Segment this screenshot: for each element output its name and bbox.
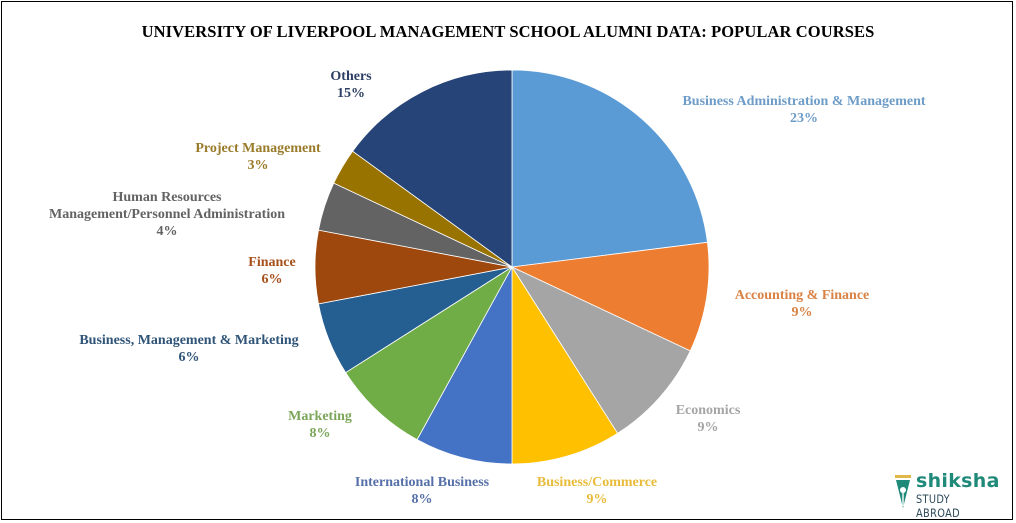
label-business-management-marketing: Business, Management & Marketing 6% — [79, 333, 299, 365]
pie-slice-international-business — [416, 266, 513, 465]
pie-slice-marketing — [345, 266, 513, 441]
label-accounting-finance: Accounting & Finance 9% — [734, 288, 870, 320]
pie-slice-economics — [510, 266, 691, 434]
label-others: Others 15% — [330, 69, 372, 101]
label-economics: Economics 9% — [675, 403, 741, 435]
label-finance: Finance 6% — [248, 255, 296, 287]
label-human-resources: Human Resources Management/Personnel Adm… — [48, 190, 286, 239]
shiksha-logo: shiksha STUDY ABROAD — [892, 470, 1002, 520]
label-international-business: International Business 8% — [354, 475, 490, 507]
pie-slice-business-commerce — [511, 265, 619, 465]
label-project-management: Project Management 3% — [195, 141, 321, 173]
pie-slice-accounting-finance — [510, 241, 710, 352]
pen-nib-icon — [895, 475, 911, 508]
pie-slice-business-administration-management — [511, 69, 708, 268]
label-business-commerce: Business/Commerce 9% — [536, 475, 658, 507]
label-business-administration: Business Administration & Management 23% — [682, 94, 926, 126]
logo-brand: shiksha — [916, 470, 1000, 492]
pie-slice-others — [352, 69, 513, 268]
chart-title: UNIVERSITY OF LIVERPOOL MANAGEMENT SCHOO… — [141, 22, 875, 41]
label-marketing: Marketing 8% — [288, 409, 352, 441]
logo-subtitle: STUDY ABROAD — [916, 492, 960, 520]
